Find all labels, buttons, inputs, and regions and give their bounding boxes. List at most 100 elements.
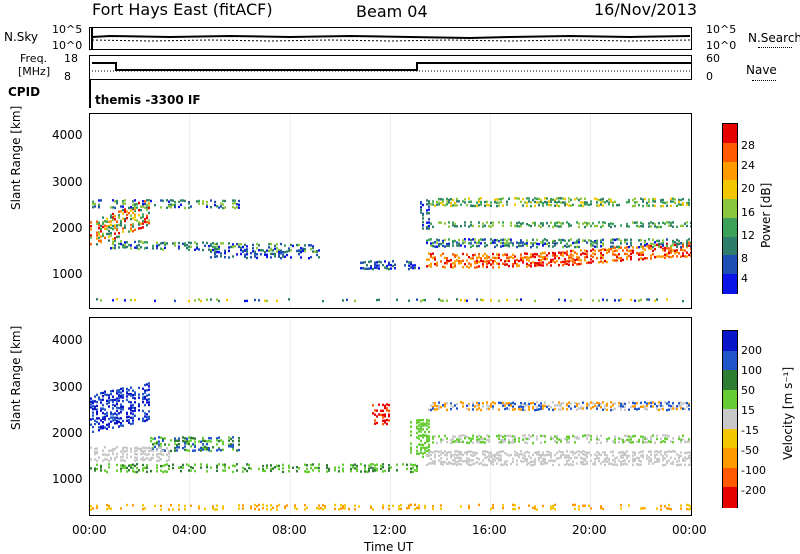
data-cell	[174, 244, 176, 247]
data-cell	[430, 453, 432, 457]
data-cell	[644, 248, 646, 251]
data-cell	[654, 197, 656, 201]
data-cell	[506, 453, 508, 456]
data-cell	[202, 446, 204, 449]
data-cell	[578, 245, 580, 249]
data-cell	[516, 463, 518, 466]
data-cell	[92, 399, 94, 403]
data-cell	[238, 243, 240, 246]
data-cell	[266, 255, 268, 259]
data-cell	[114, 447, 116, 451]
data-cell	[388, 261, 390, 264]
data-cell	[550, 507, 552, 511]
data-cell	[116, 397, 118, 400]
data-cell	[574, 456, 576, 459]
data-cell	[526, 239, 528, 242]
data-cell	[454, 453, 456, 456]
data-cell	[562, 407, 564, 410]
data-cell	[690, 463, 691, 466]
data-cell	[218, 448, 220, 451]
data-cell	[468, 441, 470, 445]
data-cell	[146, 241, 148, 244]
data-cell	[130, 401, 132, 404]
data-cell	[282, 250, 284, 254]
data-cell	[160, 445, 162, 448]
colorbar-segment	[723, 142, 737, 163]
data-cell	[578, 258, 580, 262]
data-cell	[92, 206, 94, 209]
data-cell	[670, 221, 672, 225]
data-cell	[670, 200, 672, 203]
data-cell	[196, 200, 198, 203]
data-cell	[470, 204, 472, 207]
data-cell	[216, 247, 218, 251]
data-cell	[526, 256, 528, 259]
data-cell	[656, 243, 658, 247]
data-cell	[144, 206, 146, 209]
data-cell	[496, 262, 498, 265]
data-cell	[528, 224, 530, 227]
data-cell	[460, 259, 462, 263]
data-cell	[216, 466, 218, 469]
data-cell	[130, 394, 132, 397]
data-cell	[224, 466, 226, 469]
data-cell	[602, 238, 604, 241]
data-cell	[530, 224, 532, 228]
data-cell	[194, 449, 196, 452]
data-cell	[426, 463, 428, 467]
data-cell	[432, 244, 434, 248]
data-cell	[678, 402, 680, 405]
data-cell	[626, 225, 628, 228]
data-cell	[476, 259, 478, 262]
data-cell	[474, 260, 476, 263]
data-cell	[422, 214, 424, 217]
data-cell	[594, 245, 596, 248]
data-cell	[442, 252, 444, 256]
data-cell	[560, 222, 562, 225]
data-cell	[558, 263, 560, 267]
data-cell	[520, 253, 522, 256]
data-cell	[384, 266, 386, 269]
data-cell	[538, 450, 540, 454]
data-cell	[622, 450, 624, 454]
data-cell	[670, 407, 672, 411]
data-cell	[568, 435, 570, 439]
data-cell	[502, 244, 504, 248]
data-cell	[668, 221, 670, 224]
data-cell	[116, 199, 118, 203]
data-cell	[136, 463, 138, 466]
nave-tick-bottom: 0	[706, 70, 713, 83]
data-cell	[366, 470, 368, 474]
data-cell	[602, 408, 604, 411]
data-cell	[554, 252, 556, 255]
data-cell	[432, 405, 434, 409]
data-cell	[194, 443, 196, 447]
data-cell	[526, 457, 528, 461]
data-cell	[552, 251, 554, 255]
data-cell	[656, 298, 658, 301]
data-cell	[420, 422, 422, 426]
data-cell	[542, 504, 544, 508]
data-cell	[550, 198, 552, 201]
data-cell	[528, 402, 530, 406]
data-cell	[420, 439, 422, 443]
data-cell	[652, 197, 654, 201]
data-cell	[632, 204, 634, 208]
data-cell	[536, 508, 538, 511]
data-cell	[322, 504, 324, 507]
data-cell	[374, 469, 376, 472]
data-cell	[420, 427, 422, 430]
data-cell	[112, 398, 114, 402]
data-cell	[136, 466, 138, 470]
data-cell	[444, 450, 446, 453]
data-cell	[504, 434, 506, 438]
data-cell	[144, 452, 146, 456]
data-cell	[342, 467, 344, 470]
data-cell	[132, 504, 134, 507]
data-cell	[198, 199, 200, 203]
data-cell	[370, 466, 372, 469]
data-cell	[184, 442, 186, 445]
data-cell	[112, 206, 114, 209]
data-cell	[410, 451, 412, 454]
data-cell	[100, 227, 102, 231]
